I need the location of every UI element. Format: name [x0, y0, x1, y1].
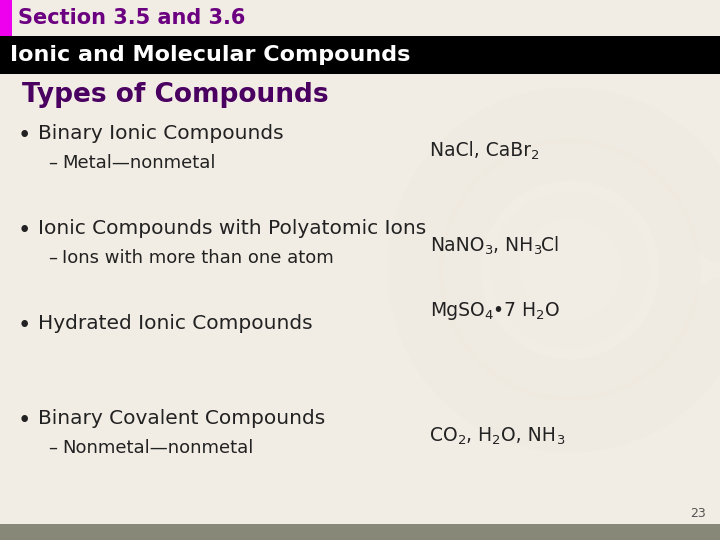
Text: Nonmetal—nonmetal: Nonmetal—nonmetal — [62, 439, 253, 457]
Text: –: – — [48, 154, 57, 172]
Text: 23: 23 — [690, 507, 706, 520]
Text: 2: 2 — [531, 149, 539, 162]
Text: O: O — [544, 301, 559, 320]
Text: Types of Compounds: Types of Compounds — [22, 82, 328, 108]
Text: •: • — [18, 314, 32, 337]
Text: Metal—nonmetal: Metal—nonmetal — [62, 154, 215, 172]
Text: O, NH: O, NH — [500, 426, 556, 445]
Text: CO: CO — [430, 426, 458, 445]
Text: Binary Covalent Compounds: Binary Covalent Compounds — [38, 409, 325, 428]
Text: Hydrated Ionic Compounds: Hydrated Ionic Compounds — [38, 314, 312, 333]
Text: –: – — [48, 249, 57, 267]
Text: Ionic Compounds with Polyatomic Ions: Ionic Compounds with Polyatomic Ions — [38, 219, 426, 238]
Text: 3: 3 — [485, 244, 492, 257]
Text: Ions with more than one atom: Ions with more than one atom — [62, 249, 334, 267]
Text: NaNO: NaNO — [430, 236, 485, 255]
Text: •: • — [18, 219, 32, 242]
Text: Cl: Cl — [541, 236, 559, 255]
Text: 2: 2 — [536, 309, 544, 322]
Text: MgSO: MgSO — [430, 301, 485, 320]
Text: •7 H: •7 H — [493, 301, 536, 320]
Bar — [0, 0, 12, 36]
Text: , NH: , NH — [492, 236, 533, 255]
Text: 2: 2 — [458, 434, 466, 447]
Text: –: – — [48, 439, 57, 457]
Text: •: • — [18, 124, 32, 147]
Text: 4: 4 — [485, 309, 493, 322]
Bar — [0, 524, 720, 540]
Text: , H: , H — [466, 426, 492, 445]
Text: 3: 3 — [556, 434, 564, 447]
Bar — [0, 36, 720, 74]
Text: Section 3.5 and 3.6: Section 3.5 and 3.6 — [18, 8, 246, 28]
Text: •: • — [18, 409, 32, 432]
Text: Binary Ionic Compounds: Binary Ionic Compounds — [38, 124, 284, 143]
Text: Ionic and Molecular Compounds: Ionic and Molecular Compounds — [10, 45, 410, 65]
Text: 2: 2 — [492, 434, 500, 447]
Text: 3: 3 — [533, 244, 541, 257]
Text: NaCl, CaBr: NaCl, CaBr — [430, 141, 531, 160]
